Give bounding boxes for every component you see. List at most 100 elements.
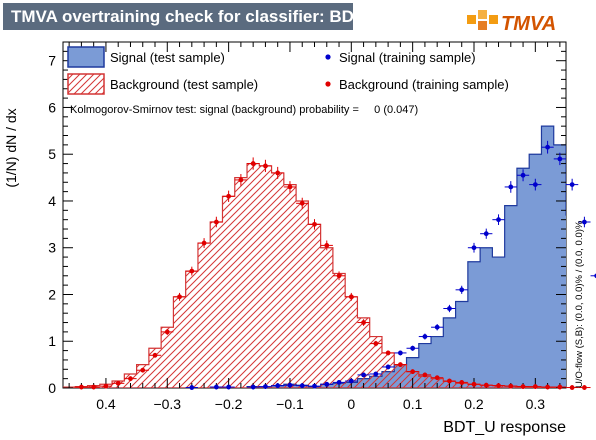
background-training-marker <box>250 161 256 166</box>
background-training-point <box>112 380 125 386</box>
signal-training-point <box>394 350 407 356</box>
background-training-point <box>467 381 481 387</box>
signal-training-point <box>210 384 223 390</box>
x-tick-label: 0.1 <box>403 396 423 412</box>
y-tick-label: 1 <box>48 333 56 349</box>
background-training-marker <box>557 384 563 390</box>
background-training-point <box>369 340 382 347</box>
background-training-point <box>271 166 284 179</box>
background-training-marker <box>434 375 440 381</box>
background-training-marker <box>373 341 379 346</box>
background-training-point <box>283 181 297 193</box>
background-training-point <box>345 292 358 301</box>
signal-training-point <box>553 152 566 166</box>
signal-training-marker <box>410 345 416 351</box>
background-training-point <box>234 174 248 186</box>
legend-background-training-label: Background (training sample) <box>339 77 509 92</box>
signal-training-point <box>271 383 284 389</box>
background-training-marker <box>520 384 526 389</box>
background-training-marker <box>471 381 477 387</box>
background-training-point <box>210 216 223 228</box>
x-tick-label: 0.2 <box>464 396 484 412</box>
signal-training-point <box>308 383 321 389</box>
background-training-point <box>381 350 395 356</box>
background-training-marker <box>103 383 109 389</box>
signal-training-point <box>492 214 505 225</box>
background-training-marker <box>569 385 575 390</box>
background-training-point <box>124 376 137 382</box>
signal-training-point <box>345 378 358 384</box>
signal-training-marker <box>275 383 281 389</box>
signal-training-point <box>296 383 309 389</box>
background-training-point <box>75 384 88 390</box>
tmva-logo: TMVA <box>467 10 556 35</box>
background-training-point <box>406 369 419 375</box>
background-training-point <box>418 372 432 378</box>
signal-training-point <box>369 371 382 377</box>
signal-training-point <box>504 181 517 193</box>
x-tick-label: −0.1 <box>276 396 304 412</box>
background-training-marker <box>459 379 465 385</box>
signal-training-point <box>480 228 493 239</box>
signal-training-marker <box>532 182 538 188</box>
background-training-point <box>431 375 444 381</box>
background-training-marker <box>164 329 170 335</box>
signal-training-point <box>283 382 297 388</box>
background-training-marker <box>140 367 146 373</box>
background-training-point <box>247 157 260 170</box>
legend-signal-training-marker <box>325 54 331 60</box>
signal-training-marker <box>422 334 428 339</box>
legend-background-test-box <box>67 73 105 95</box>
signal-training-marker <box>226 384 232 390</box>
background-training-point <box>394 362 407 368</box>
legend-signal-test-label: Signal (test sample) <box>110 50 225 65</box>
x-tick-label: 0 <box>347 396 355 412</box>
signal-training-marker <box>373 371 379 377</box>
signal-training-point <box>185 385 198 390</box>
signal-training-marker <box>299 383 305 389</box>
background-training-marker <box>385 350 391 356</box>
background-training-marker <box>299 200 305 206</box>
background-training-marker <box>189 268 195 274</box>
background-training-point <box>173 292 186 301</box>
y-tick-label: 6 <box>48 99 56 115</box>
background-training-point <box>296 197 309 209</box>
signal-training-point <box>247 384 260 390</box>
background-training-point <box>332 271 346 281</box>
background-training-marker <box>324 242 330 248</box>
background-training-marker <box>91 384 97 390</box>
signal-training-point <box>467 242 481 253</box>
signal-training-marker <box>508 184 514 190</box>
background-training-marker <box>115 380 121 386</box>
background-training-point <box>222 190 235 202</box>
background-training-marker <box>238 177 244 183</box>
background-training-point <box>185 266 198 276</box>
legend-signal-test-box <box>67 46 105 68</box>
signal-training-point <box>381 364 395 370</box>
signal-training-marker <box>520 172 526 178</box>
background-training-marker <box>508 383 514 389</box>
background-training-marker <box>263 163 268 169</box>
signal-training-point <box>332 379 346 385</box>
background-training-marker <box>336 273 342 279</box>
signal-training-marker <box>545 144 550 150</box>
background-training-marker <box>152 352 158 358</box>
signal-training-point <box>578 216 591 228</box>
signal-training-marker <box>447 306 452 311</box>
signal-training-marker <box>459 287 465 293</box>
legend-background-training-marker <box>325 81 331 87</box>
signal-training-marker <box>336 379 342 385</box>
ks-test-text: Kolmogorov-Smirnov test: signal (backgro… <box>70 104 418 116</box>
y-tick-label: 5 <box>48 146 56 162</box>
background-training-marker <box>483 382 489 388</box>
background-training-point <box>308 219 321 230</box>
signal-training-point <box>590 273 596 279</box>
background-training-point <box>480 382 493 388</box>
signal-training-point <box>541 140 554 154</box>
legend-signal-training-label: Signal (training sample) <box>339 50 476 65</box>
background-training-point <box>320 240 333 251</box>
tmva-logo-text: TMVA <box>501 13 556 35</box>
signal-training-point <box>529 178 542 191</box>
y-tick-label: 4 <box>48 193 56 209</box>
signal-training-marker <box>348 378 354 384</box>
